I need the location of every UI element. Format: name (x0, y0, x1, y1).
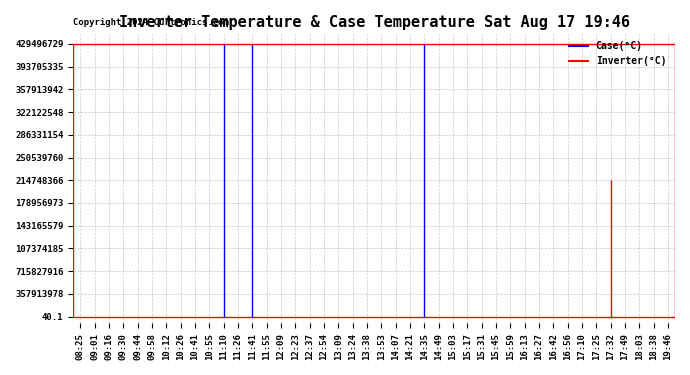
Text: Copyright 2024 Curtronics.com: Copyright 2024 Curtronics.com (73, 18, 229, 27)
Legend: Case(°C), Inverter(°C): Case(°C), Inverter(°C) (564, 38, 670, 70)
Title: Inverter Temperature & Case Temperature Sat Aug 17 19:46: Inverter Temperature & Case Temperature … (119, 15, 629, 30)
